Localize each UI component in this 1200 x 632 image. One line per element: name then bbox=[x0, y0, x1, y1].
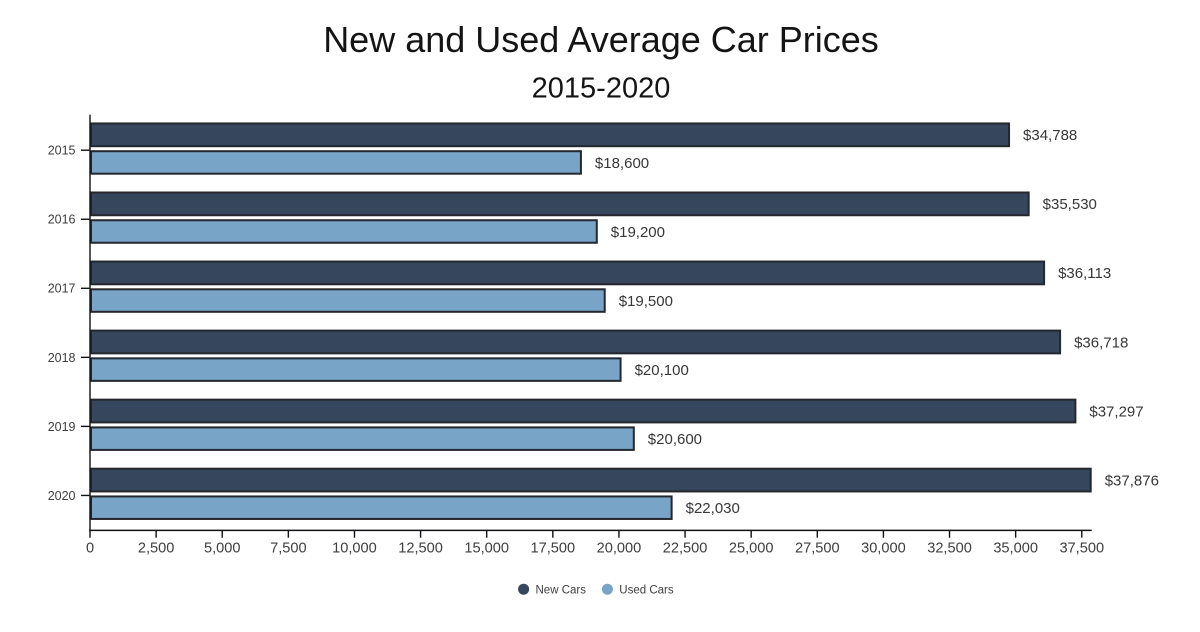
svg-text:30,000: 30,000 bbox=[861, 540, 906, 556]
svg-text:$20,600: $20,600 bbox=[648, 431, 702, 448]
svg-text:2,500: 2,500 bbox=[138, 540, 175, 556]
svg-text:New Cars: New Cars bbox=[536, 584, 587, 596]
svg-text:2015: 2015 bbox=[48, 144, 76, 158]
svg-text:0: 0 bbox=[86, 540, 94, 556]
svg-text:$19,200: $19,200 bbox=[611, 224, 665, 241]
svg-text:2020: 2020 bbox=[48, 489, 76, 503]
svg-text:2017: 2017 bbox=[48, 282, 76, 296]
svg-text:7,500: 7,500 bbox=[270, 540, 307, 556]
svg-text:25,000: 25,000 bbox=[729, 540, 774, 556]
svg-text:$37,876: $37,876 bbox=[1105, 472, 1159, 489]
svg-text:$19,500: $19,500 bbox=[619, 293, 673, 310]
svg-text:22,500: 22,500 bbox=[663, 540, 708, 556]
svg-text:$36,718: $36,718 bbox=[1074, 334, 1128, 351]
svg-text:2018: 2018 bbox=[48, 351, 76, 365]
svg-text:$20,100: $20,100 bbox=[635, 362, 689, 379]
svg-text:17,500: 17,500 bbox=[530, 540, 575, 556]
svg-text:2016: 2016 bbox=[48, 213, 76, 227]
svg-text:Used Cars: Used Cars bbox=[619, 584, 674, 596]
svg-text:12,500: 12,500 bbox=[398, 540, 443, 556]
svg-text:$36,113: $36,113 bbox=[1058, 265, 1111, 282]
svg-text:$35,530: $35,530 bbox=[1043, 196, 1097, 213]
svg-text:32,500: 32,500 bbox=[927, 540, 972, 556]
svg-text:35,000: 35,000 bbox=[993, 540, 1038, 556]
svg-text:2019: 2019 bbox=[48, 420, 76, 434]
svg-text:$34,788: $34,788 bbox=[1023, 127, 1077, 144]
svg-text:5,000: 5,000 bbox=[204, 540, 241, 556]
svg-text:10,000: 10,000 bbox=[332, 540, 377, 556]
svg-text:$37,297: $37,297 bbox=[1089, 403, 1143, 420]
svg-text:27,500: 27,500 bbox=[795, 540, 840, 556]
svg-text:$18,600: $18,600 bbox=[595, 155, 649, 172]
svg-text:37,500: 37,500 bbox=[1059, 540, 1104, 556]
svg-text:20,000: 20,000 bbox=[597, 540, 642, 556]
svg-text:15,000: 15,000 bbox=[464, 540, 509, 556]
svg-text:$22,030: $22,030 bbox=[686, 500, 740, 517]
svg-text:2015-2020: 2015-2020 bbox=[532, 73, 671, 105]
svg-text:New and Used Average Car Price: New and Used Average Car Prices bbox=[323, 19, 879, 60]
